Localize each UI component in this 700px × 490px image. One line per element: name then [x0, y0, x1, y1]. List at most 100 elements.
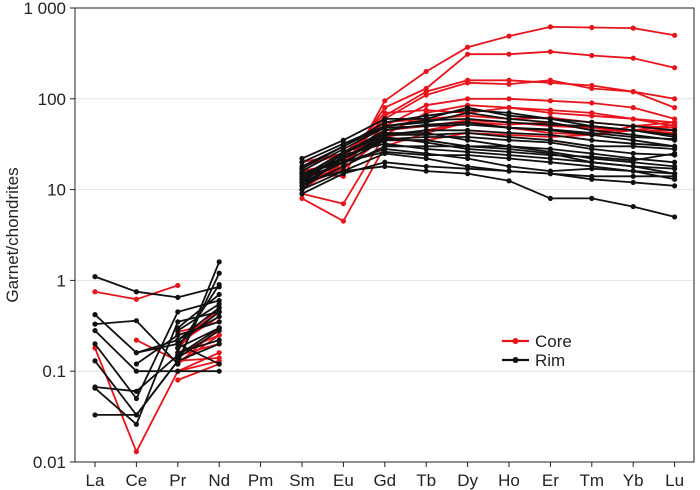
- data-point: [672, 150, 678, 157]
- data-point: [465, 127, 471, 133]
- data-point: [340, 218, 346, 224]
- x-tick-label: La: [86, 471, 105, 490]
- data-point: [465, 137, 471, 143]
- data-point: [589, 154, 595, 160]
- data-point: [216, 325, 222, 331]
- data-point: [465, 96, 471, 102]
- data-point: [216, 259, 222, 265]
- data-point: [672, 183, 678, 189]
- data-point: [299, 195, 305, 201]
- data-point: [382, 98, 388, 104]
- series-line: [94, 313, 220, 365]
- series-line: [94, 299, 220, 400]
- data-point: [506, 130, 512, 136]
- data-point: [547, 132, 554, 138]
- series-rim-20: [92, 150, 678, 427]
- data-point: [589, 130, 595, 136]
- data-point: [92, 358, 98, 364]
- data-point: [340, 143, 346, 149]
- series-line: [301, 112, 675, 164]
- data-point: [423, 130, 429, 136]
- data-point: [216, 309, 222, 315]
- data-point: [216, 341, 222, 347]
- data-point: [465, 146, 471, 152]
- data-point: [672, 132, 678, 138]
- data-point: [423, 123, 429, 129]
- data-point: [299, 155, 305, 162]
- series-line: [301, 148, 675, 175]
- series-rim-31: [175, 134, 678, 347]
- data-point: [672, 166, 678, 172]
- series-rim-23: [133, 163, 678, 356]
- series-line: [94, 347, 220, 453]
- data-point: [175, 332, 181, 338]
- data-point: [547, 195, 554, 201]
- data-point: [589, 146, 595, 152]
- data-point: [175, 377, 181, 383]
- data-point: [630, 150, 636, 157]
- series-line: [301, 129, 675, 181]
- series-line: [301, 121, 675, 187]
- data-point: [423, 89, 429, 95]
- series-line: [301, 123, 675, 172]
- data-point: [92, 289, 98, 295]
- data-point: [423, 107, 429, 113]
- series-line: [301, 132, 675, 178]
- data-point: [630, 168, 636, 174]
- data-point: [547, 110, 554, 116]
- data-point: [547, 98, 554, 104]
- data-point: [382, 104, 388, 111]
- y-tick-label: 0.01: [33, 453, 66, 472]
- data-point: [175, 327, 181, 334]
- data-point: [216, 270, 222, 276]
- data-point: [672, 143, 678, 149]
- data-point: [630, 173, 636, 179]
- data-point: [423, 163, 429, 170]
- data-point: [175, 309, 181, 315]
- data-point: [92, 321, 98, 327]
- x-tick-label: Ho: [498, 471, 520, 490]
- data-point: [216, 368, 222, 374]
- series-line: [177, 339, 220, 354]
- series-line: [94, 261, 221, 365]
- x-tick-label: Sm: [289, 471, 315, 490]
- x-tick-label: Tb: [416, 471, 436, 490]
- data-point: [547, 152, 554, 158]
- data-point: [175, 355, 181, 361]
- x-tick-label: Gd: [373, 471, 396, 490]
- data-point: [506, 104, 512, 111]
- data-point: [589, 163, 595, 170]
- data-point: [506, 77, 512, 83]
- series-rim-25: [175, 121, 678, 331]
- series-line: [301, 150, 675, 184]
- y-tick-label: 1 000: [23, 0, 66, 18]
- data-point: [423, 68, 429, 75]
- data-point: [630, 179, 636, 186]
- legend-rim-marker: [512, 357, 519, 363]
- data-point: [547, 80, 554, 86]
- x-tick-labels: La Ce Pr Nd Pm Sm Eu Gd Tb Dy Ho Er Tm Yb Lu: [86, 471, 685, 490]
- data-point: [465, 51, 471, 57]
- data-point: [589, 100, 595, 106]
- data-point: [382, 159, 388, 165]
- data-point: [216, 332, 222, 338]
- legend-core-label: Core: [535, 332, 572, 351]
- data-point: [506, 149, 512, 155]
- data-point: [465, 152, 471, 158]
- data-point: [589, 82, 595, 89]
- series-line: [177, 293, 220, 329]
- data-point: [216, 337, 222, 343]
- series-rim-27: [175, 130, 678, 343]
- data-point: [133, 421, 139, 427]
- series-line: [177, 303, 220, 332]
- series-line: [177, 329, 220, 359]
- data-point: [382, 163, 388, 170]
- data-point: [506, 33, 512, 39]
- data-point: [382, 123, 388, 129]
- data-point: [506, 178, 512, 184]
- data-point: [175, 294, 181, 300]
- data-point: [133, 368, 139, 374]
- data-point: [589, 119, 595, 125]
- x-tick-label: Yb: [623, 471, 644, 490]
- data-point: [630, 123, 636, 129]
